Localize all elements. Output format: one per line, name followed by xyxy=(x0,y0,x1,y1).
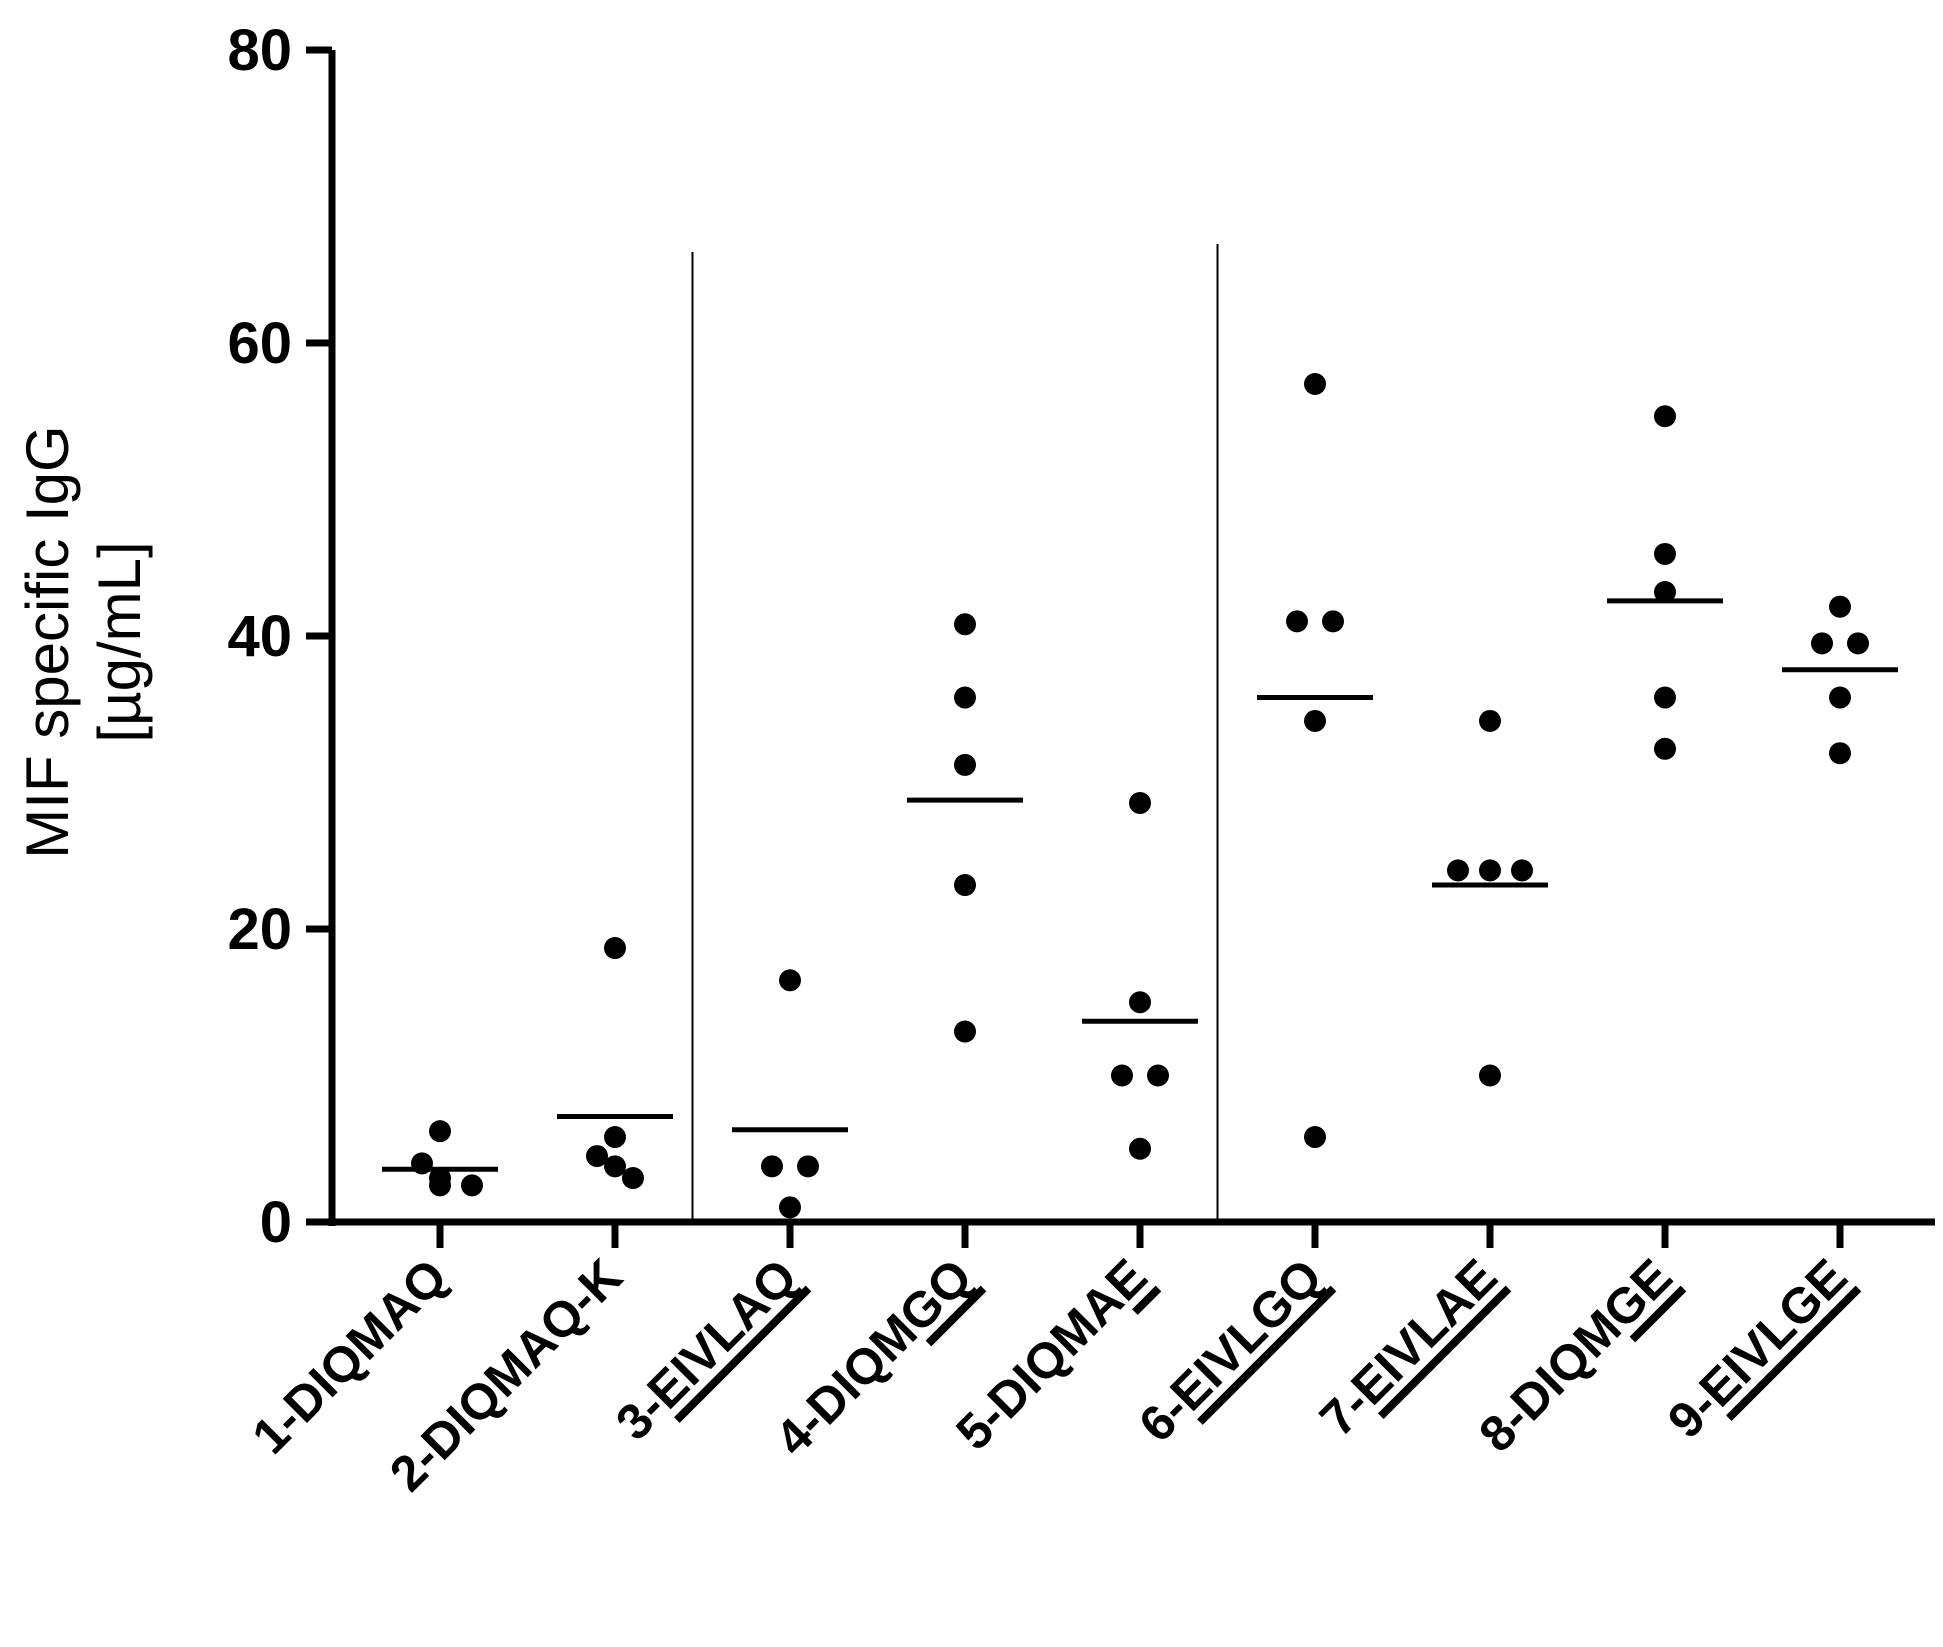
label-underline xyxy=(925,1285,987,1347)
data-point xyxy=(1479,1064,1501,1087)
x-category-label: 6-EIVLGQ xyxy=(1128,1248,1333,1453)
data-point xyxy=(1654,581,1676,604)
data-point xyxy=(779,1196,801,1219)
data-point xyxy=(797,1155,819,1178)
label-underline xyxy=(1377,1285,1512,1420)
axes xyxy=(328,50,1935,1226)
data-point xyxy=(779,969,801,992)
data-point xyxy=(1654,737,1676,760)
group-separators xyxy=(691,244,1219,1222)
data-point xyxy=(622,1167,644,1190)
label-underline xyxy=(674,1285,812,1423)
data-point xyxy=(1829,595,1851,618)
data-point xyxy=(1829,742,1851,765)
data-point xyxy=(1129,991,1151,1014)
data-point xyxy=(1286,610,1308,633)
data-point xyxy=(1111,1064,1133,1087)
data-point xyxy=(586,1145,608,1168)
y-tick-label: 60 xyxy=(227,311,292,376)
y-axis-label-group: MIF specific IgG [µg/mL] xyxy=(14,425,153,858)
data-point xyxy=(1654,542,1676,565)
data-point xyxy=(1654,686,1676,709)
x-category-label: 9-EIVLGE xyxy=(1657,1248,1858,1449)
label-underline xyxy=(1725,1285,1862,1421)
x-category-labels: 1-DIQMAQ2-DIQMAQ-K3-EIVLAQ4-DIQMGQ5-DIQM… xyxy=(241,1222,1862,1502)
data-point xyxy=(954,613,976,636)
mean-lines xyxy=(382,598,1898,1172)
data-point xyxy=(1811,632,1833,655)
y-tick-label: 0 xyxy=(260,1190,292,1255)
data-point xyxy=(1129,792,1151,815)
y-ticks: 0 20 40 60 80 xyxy=(227,18,332,1255)
data-point xyxy=(1304,709,1326,732)
data-point xyxy=(954,1020,976,1043)
data-point xyxy=(1829,686,1851,709)
x-category-label: 8-DIQMGE xyxy=(1468,1248,1682,1462)
data-point xyxy=(1304,373,1326,396)
label-underline xyxy=(1197,1285,1337,1425)
y-axis-label-line-2: [µg/mL] xyxy=(86,541,153,742)
label-underline xyxy=(1132,1285,1162,1315)
data-point xyxy=(1511,859,1533,882)
data-point xyxy=(1479,709,1501,732)
y-tick-label: 80 xyxy=(227,18,292,83)
data-point xyxy=(954,874,976,897)
data-point xyxy=(1129,1137,1151,1160)
data-points xyxy=(411,373,1869,1219)
data-point xyxy=(604,1126,626,1149)
data-point xyxy=(1304,1126,1326,1149)
data-point xyxy=(1447,859,1469,882)
label-underline xyxy=(1629,1285,1687,1343)
data-point xyxy=(429,1174,451,1197)
data-point xyxy=(1322,610,1344,633)
y-axis-label-line-1: MIF specific IgG xyxy=(14,425,81,858)
data-point xyxy=(1654,405,1676,428)
data-point xyxy=(954,686,976,709)
data-point xyxy=(1479,859,1501,882)
data-point xyxy=(1147,1064,1169,1087)
x-category-label: 5-DIQMAE xyxy=(945,1248,1157,1460)
data-point xyxy=(461,1174,483,1197)
y-tick-label: 40 xyxy=(227,604,292,669)
data-point xyxy=(429,1120,451,1143)
data-point xyxy=(604,937,626,960)
data-point xyxy=(761,1155,783,1178)
data-point xyxy=(954,753,976,776)
data-point xyxy=(604,1155,626,1178)
y-tick-label: 20 xyxy=(227,897,292,962)
data-point xyxy=(1847,632,1869,655)
